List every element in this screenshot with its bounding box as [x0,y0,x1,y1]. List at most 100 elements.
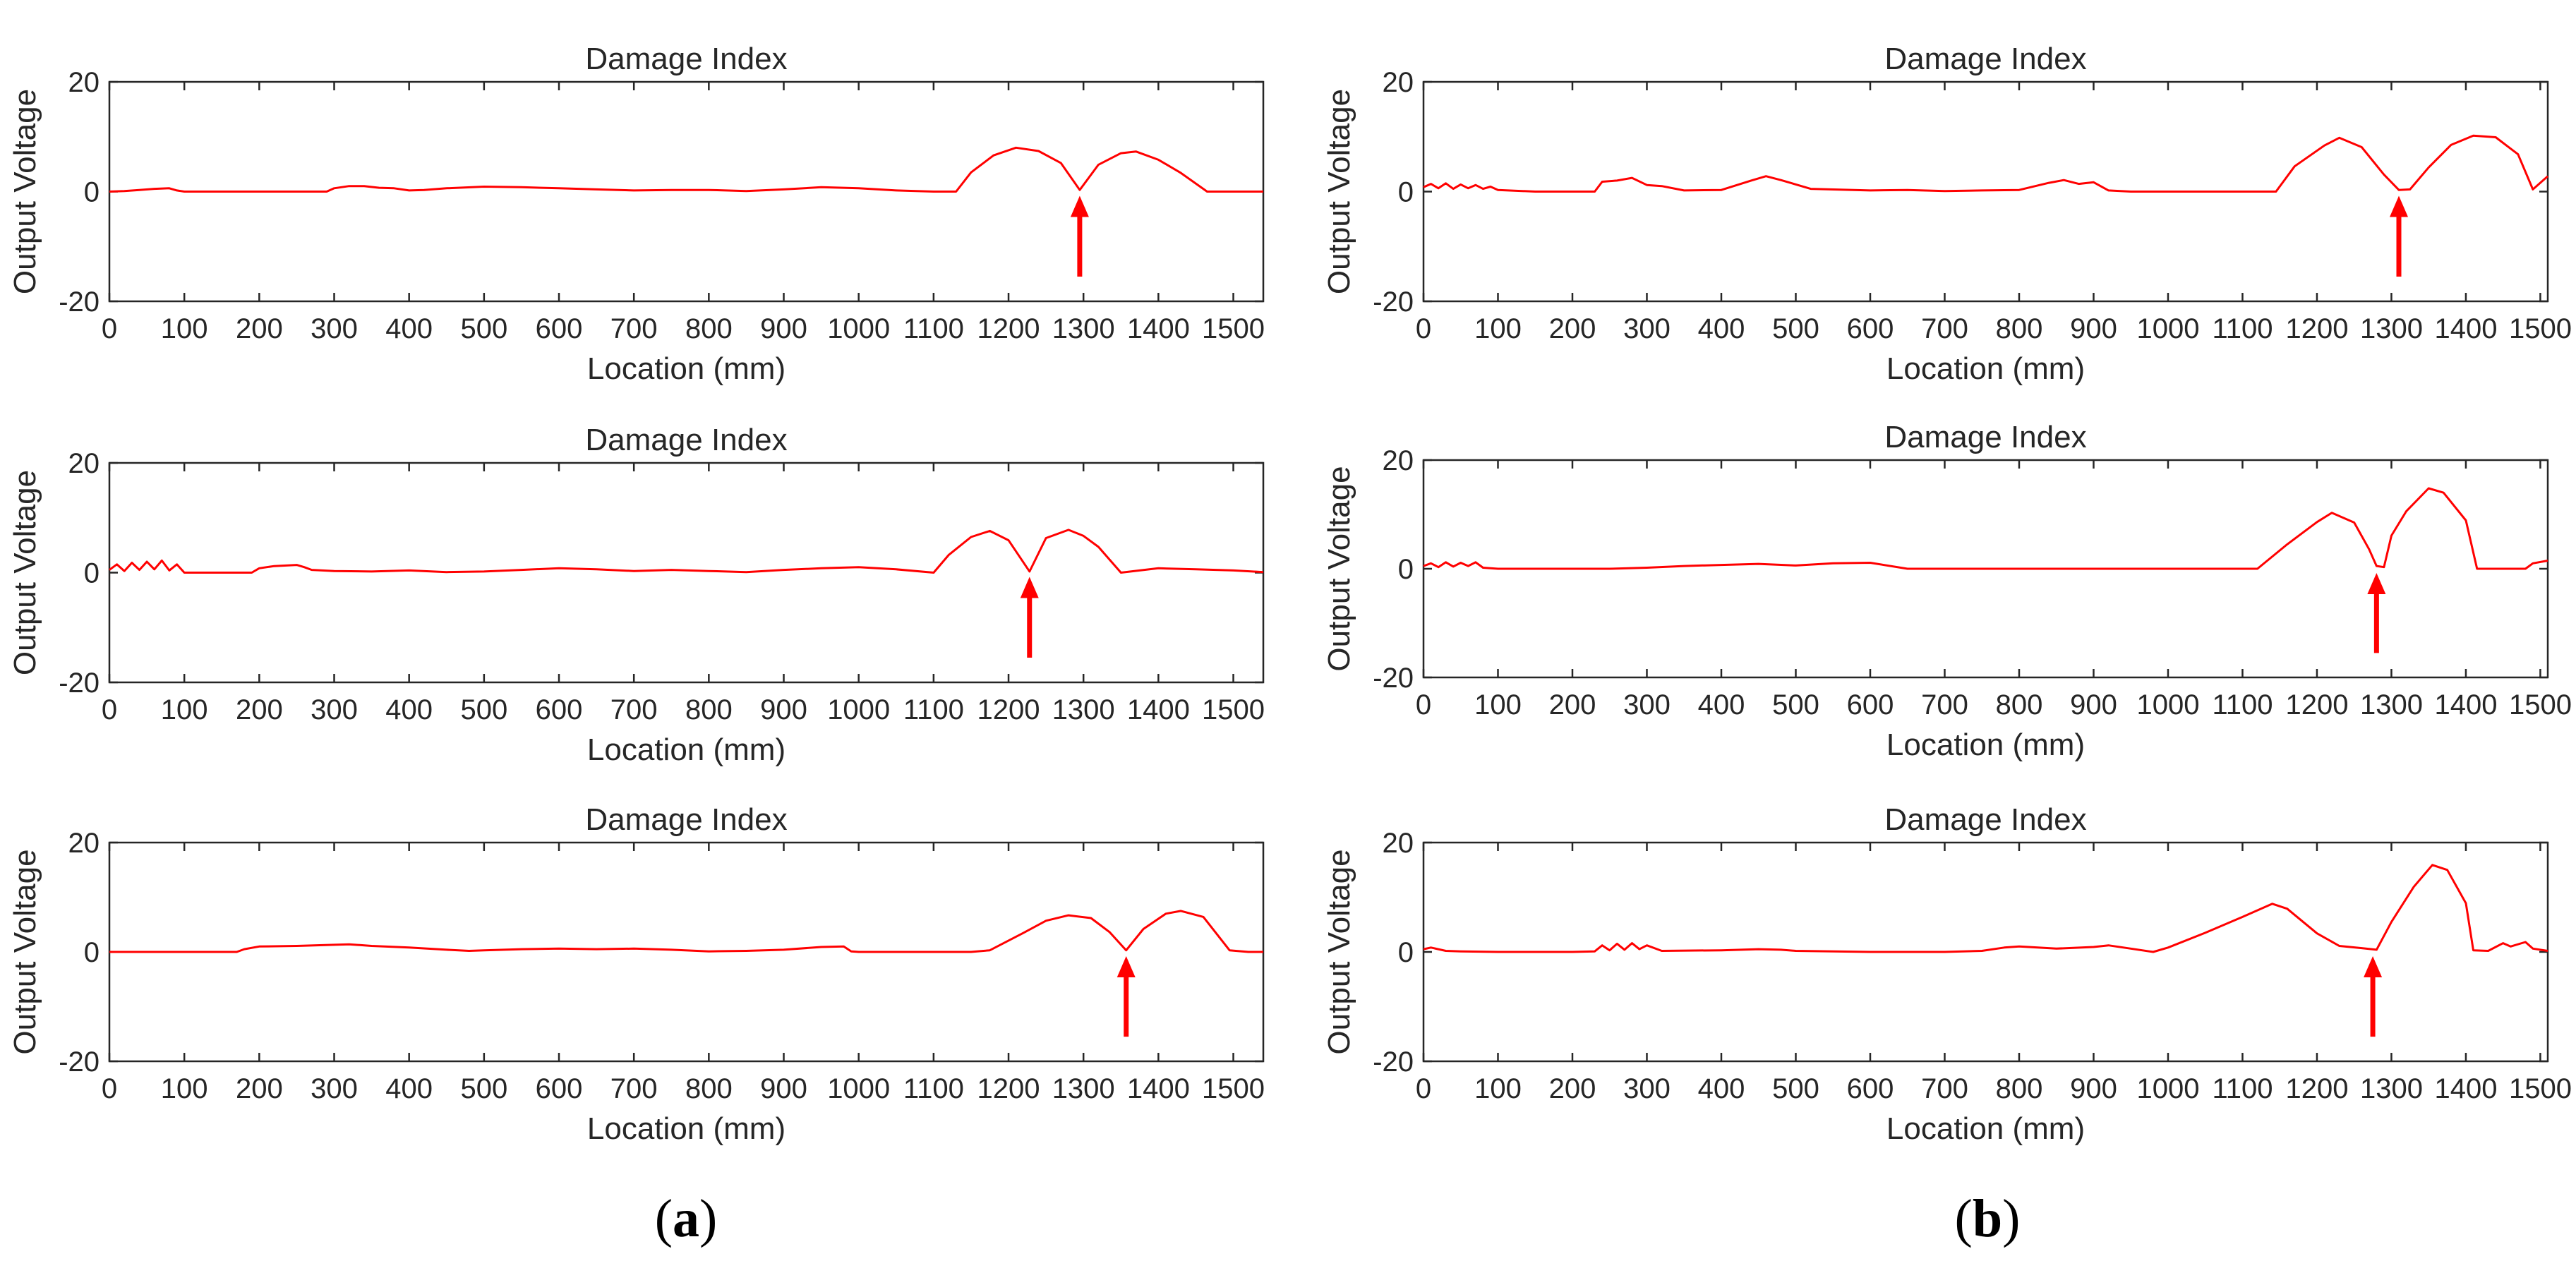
y-tick-label: -20 [1373,1046,1414,1078]
damage-arrow-head [1070,195,1089,217]
x-tick-label: 1400 [1127,1073,1190,1104]
x-tick-label: 600 [536,694,583,725]
panel-label-a: (a) [655,1189,718,1248]
x-tick-label: 100 [161,313,208,344]
y-tick-label: 0 [1398,177,1414,208]
x-tick-label: 1500 [1202,1073,1265,1104]
x-tick-label: 700 [1921,313,1968,344]
x-axis-label: Location (mm) [587,1111,786,1146]
x-tick-label: 200 [236,1073,283,1104]
x-tick-label: 200 [236,694,283,725]
x-tick-label: 400 [385,313,433,344]
chart-title: Damage Index [585,42,787,76]
x-tick-label: 1300 [1052,1073,1115,1104]
y-tick-label: 0 [84,177,100,208]
x-tick-label: 800 [685,1073,733,1104]
chart-3: 0 100 200 300 400 500 600 700 800 900 1000 1100 1200… [8,802,1265,1146]
x-tick-label: 700 [1921,689,1968,720]
x-tick-label: 1100 [903,694,964,725]
x-tick-label: 1500 [1202,694,1265,725]
x-tick-label: 1300 [1052,313,1115,344]
x-tick-label: 1200 [977,694,1040,725]
x-tick-label: 1000 [827,1073,890,1104]
x-tick-label: 1100 [2212,689,2273,720]
y-axis-label: Output Voltage [8,89,42,294]
panel-label-b: (b) [1955,1189,2021,1248]
chart-title: Damage Index [585,423,787,457]
y-axis-label: Output Voltage [1322,849,1356,1054]
panel-label-close: ) [699,1189,717,1248]
damage-arrow-head [2367,573,2386,594]
x-tick-label: 600 [1847,1073,1894,1104]
chart-1: 0 100 200 300 400 500 600 700 800 900 1000 1100 1200… [8,42,1265,386]
x-tick-label: 1100 [2212,313,2273,344]
x-tick-label: 0 [102,1073,117,1104]
x-tick-label: 1000 [2136,1073,2199,1104]
y-tick-label: 20 [1383,828,1414,859]
x-tick-label: 1100 [903,1073,964,1104]
series-line [109,146,1263,193]
axes-box [108,841,1265,1063]
y-tick-label: -20 [1373,663,1414,694]
y-tick-label: -20 [1373,286,1414,318]
damage-arrow-head [1117,956,1136,977]
series-line [1423,134,2548,193]
x-tick-label: 0 [102,313,117,344]
x-tick-label: 1200 [2285,689,2348,720]
chart-title: Damage Index [1884,802,2086,837]
y-axis-label: Output Voltage [1322,466,1356,671]
x-tick-label: 500 [460,1073,507,1104]
x-tick-label: 1200 [2285,1073,2348,1104]
chart-title: Damage Index [1884,420,2086,454]
x-tick-label: 0 [102,694,117,725]
x-tick-label: 300 [311,694,358,725]
x-tick-label: 0 [1416,313,1431,344]
x-tick-label: 600 [1847,313,1894,344]
x-tick-label: 100 [1474,689,1522,720]
x-tick-label: 800 [1996,689,2043,720]
x-tick-label: 500 [1772,689,1819,720]
x-tick-label: 900 [2070,1073,2117,1104]
y-axis-label: Output Voltage [1322,89,1356,294]
x-axis-label: Location (mm) [587,732,786,767]
damage-arrow-head [2364,956,2383,977]
x-tick-label: 800 [1996,1073,2043,1104]
x-tick-label: 900 [760,1073,807,1104]
panel-label-letter: b [1973,1189,2002,1248]
x-tick-label: 700 [610,694,658,725]
panel-label-open: ( [655,1189,673,1248]
y-axis-label: Output Voltage [8,470,42,675]
x-tick-label: 1400 [1127,313,1190,344]
x-tick-label: 1300 [1052,694,1115,725]
y-tick-label: 20 [1383,445,1414,476]
x-tick-label: 400 [1698,1073,1745,1104]
x-tick-label: 100 [1474,313,1522,344]
x-tick-label: 0 [1416,1073,1431,1104]
x-tick-label: 1100 [903,313,964,344]
y-tick-label: -20 [59,1046,100,1078]
x-tick-label: 800 [685,313,733,344]
y-tick-label: 20 [68,828,100,859]
x-tick-label: 900 [2070,313,2117,344]
x-tick-label: 1000 [827,694,890,725]
x-tick-label: 1500 [1202,313,1265,344]
x-axis-label: Location (mm) [1886,1111,2085,1146]
x-tick-label: 400 [1698,689,1745,720]
panel-label-open: ( [1955,1189,1973,1248]
x-tick-label: 1200 [977,1073,1040,1104]
y-axis-label: Output Voltage [8,849,42,1054]
x-tick-label: 500 [460,313,507,344]
x-tick-label: 700 [610,313,658,344]
y-tick-label: 0 [84,558,100,589]
chart-5: 0 100 200 300 400 500 600 700 800 900 1000 1100 1200… [1322,420,2572,762]
x-axis-label: Location (mm) [587,351,786,386]
series-line [109,529,1264,574]
x-axis-label: Location (mm) [1886,728,2085,762]
x-tick-label: 0 [1416,689,1431,720]
y-tick-label: 0 [1398,937,1414,968]
x-tick-label: 1300 [2360,313,2423,344]
x-tick-label: 800 [1996,313,2043,344]
x-tick-label: 1500 [2509,689,2572,720]
x-tick-label: 1200 [2285,313,2348,344]
